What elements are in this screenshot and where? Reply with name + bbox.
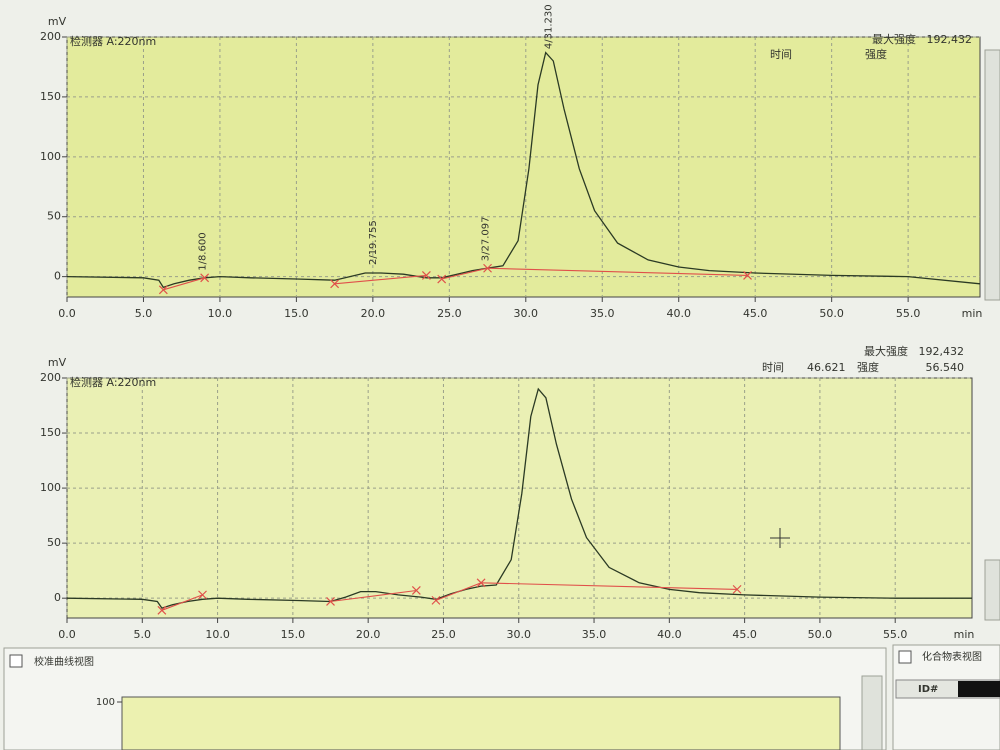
x-tick-label: 55.0 [883,628,908,641]
y-tick-label: 200 [40,30,61,43]
x-axis-label: min [962,307,983,320]
x-tick-label: 5.0 [134,628,152,641]
scrollbar[interactable] [861,675,883,750]
panel-title: 校准曲线视图 [34,655,94,668]
baseline-marker [326,597,335,606]
detector-label: 检测器 A:220nm [70,375,156,389]
baseline-marker [157,605,167,615]
baseline-marker [483,263,492,273]
x-tick-label: 25.0 [431,628,456,641]
x-tick-label: 15.0 [281,628,306,641]
baseline-marker [732,584,742,594]
baseline-marker [330,279,340,289]
x-tick-label: 30.0 [514,307,539,320]
x-tick-label: 10.0 [205,628,230,641]
time-label: 时间 [762,361,784,374]
x-tick-label: 0.0 [58,307,76,320]
table-cell-selected[interactable] [958,681,1000,697]
x-tick-label: 20.0 [361,307,386,320]
y-tick-label: 100 [40,150,61,163]
max-intensity-label: 最大强度 [872,32,916,46]
y-axis-label: mV [48,356,67,369]
peak-label: 3/27.097 [480,216,491,261]
baseline-marker [437,274,447,284]
x-tick-label: 25.0 [437,307,462,320]
baseline-marker [411,586,421,595]
x-tick-label: 55.0 [896,307,921,320]
baseline-marker [198,590,207,600]
column-header: ID# [918,684,938,695]
detector-label: 检测器 A:220nm [70,34,156,48]
plot-area [66,36,981,298]
x-tick-label: 30.0 [506,628,531,641]
x-tick-label: 20.0 [356,628,381,641]
chromatogram: 0 50 100 150 200 0.0 5.0 10.0 15.0 20.0 25.0 30.0 35… [40,344,974,641]
x-tick-label: 35.0 [582,628,607,641]
y-axis-label: mV [48,15,67,28]
y-tick-label: 150 [40,90,61,103]
y-tick-label: 0 [54,591,61,604]
chromatogram: 0 50 100 150 200 0.0 5.0 10.0 15.0 20.0 25.0 30.0 35… [40,4,982,320]
panel-icon[interactable] [9,654,23,668]
x-tick-label: 0.0 [58,628,76,641]
baseline-marker [743,271,752,280]
x-tick-label: 5.0 [135,307,153,320]
max-intensity-value: 192,432 [927,33,973,46]
crosshair-cursor [770,528,790,548]
baseline-marker [431,595,441,605]
y-tick-label: 0 [54,270,61,283]
charts: 0 50 100 150 200 0.0 5.0 10.0 15.0 20.0 25.0 30.0 35… [40,4,982,641]
y-tick-label: 100 [96,697,115,708]
baseline-marker [200,273,210,283]
x-tick-label: 50.0 [808,628,833,641]
baseline-marker [158,285,168,295]
x-tick-label: 50.0 [819,307,844,320]
baseline-marker [421,271,431,280]
intensity-label: 强度 [857,360,879,374]
peak-label: 2/19.755 [368,220,379,265]
y-tick-label: 150 [40,426,61,439]
x-tick-label: 45.0 [732,628,757,641]
x-tick-label: 40.0 [666,307,691,320]
x-tick-label: 35.0 [590,307,615,320]
chromatogram-trace [66,387,972,609]
peak-label: 4/31.230 [544,4,555,49]
x-tick-label: 15.0 [284,307,309,320]
y-tick-label: 50 [47,210,61,223]
y-tick-label: 50 [47,536,61,549]
x-tick-label: 40.0 [657,628,682,641]
panel-title: 化合物表视图 [922,650,982,663]
intensity-label: 强度 [865,47,887,61]
x-tick-label: 45.0 [743,307,768,320]
x-axis-label: min [954,628,975,641]
x-tick-label: 10.0 [208,307,233,320]
calibration-plot [121,696,841,750]
y-tick-label: 100 [40,481,61,494]
plot-area [66,377,973,619]
scrollbar[interactable] [984,49,1000,301]
time-label: 时间 [770,48,792,61]
intensity-value: 56.540 [926,361,965,374]
max-intensity-value: 192,432 [919,345,965,358]
time-value: 46.621 [807,361,846,374]
y-tick-label: 200 [40,371,61,384]
baseline-marker [476,578,486,588]
panel-icon[interactable] [898,650,912,664]
peak-label: 1/8.600 [198,232,209,270]
scrollbar[interactable] [984,559,1000,621]
max-intensity-label: 最大强度 [864,344,908,358]
